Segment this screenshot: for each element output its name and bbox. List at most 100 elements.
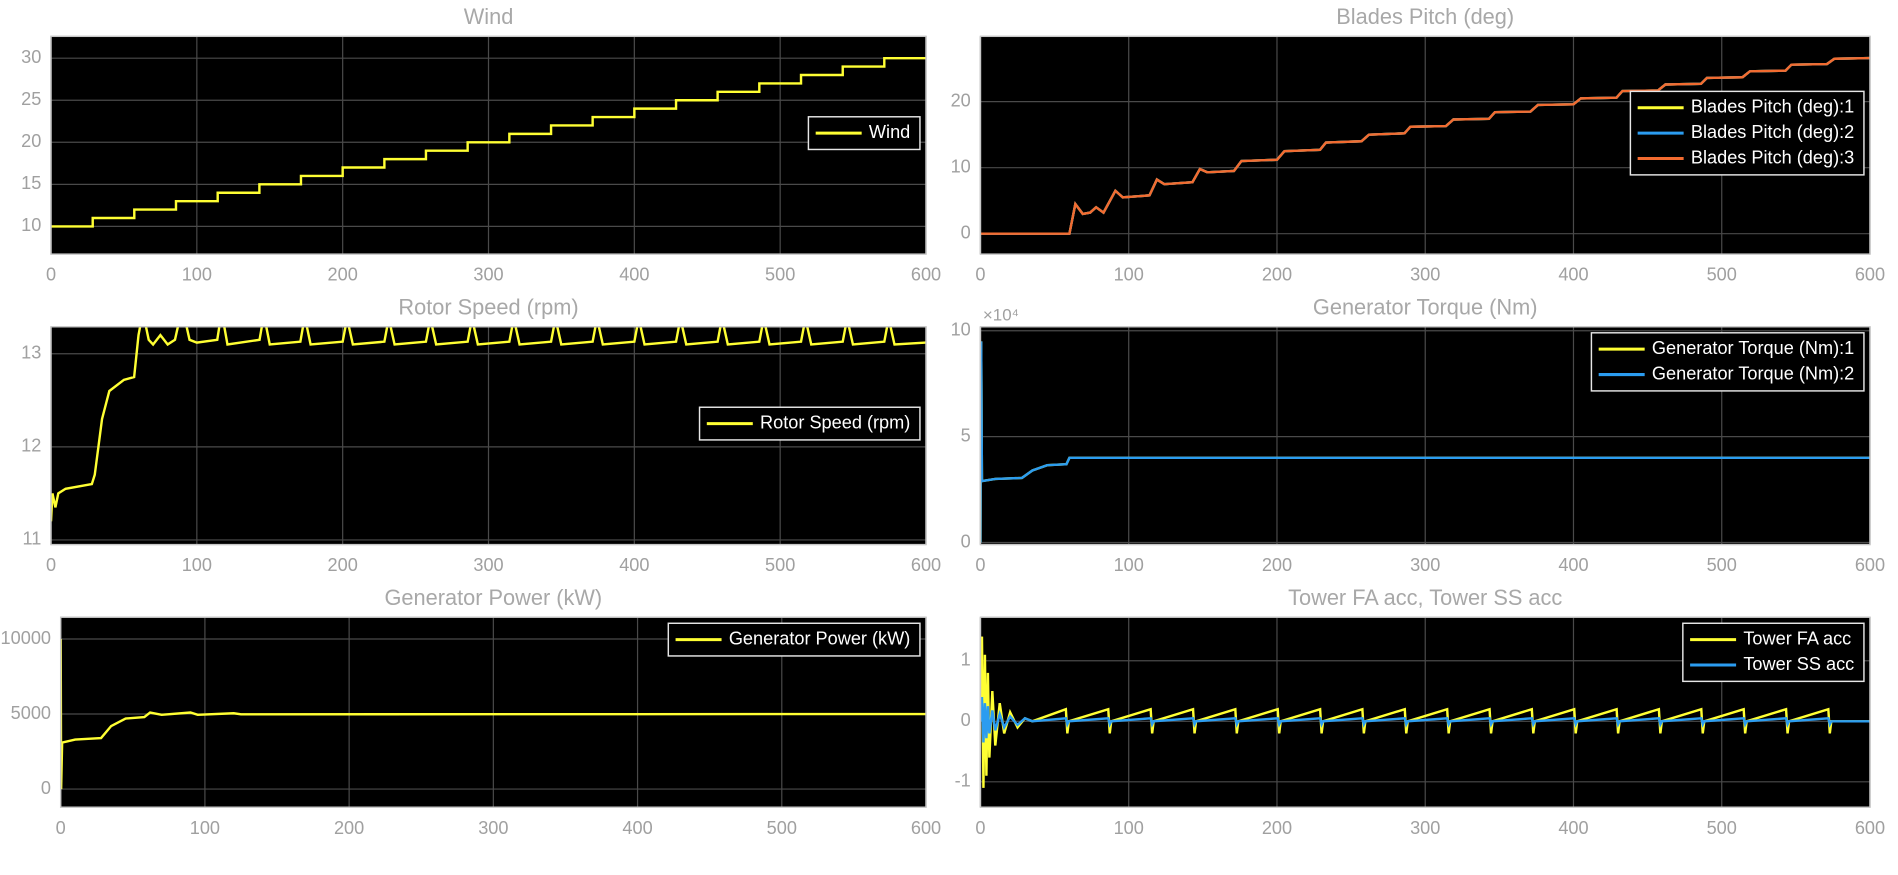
legend-label: Generator Power (kW) [729,628,910,648]
x-tick-label: 100 [1114,265,1144,285]
y-tick-label: 1 [961,650,971,670]
chart-title: Rotor Speed (rpm) [398,294,578,319]
y-tick-label: 20 [951,90,971,110]
x-tick-label: 400 [622,818,652,838]
plot-lines [51,326,927,522]
x-tick-label: 300 [1410,555,1440,575]
plot-border [979,616,1871,808]
chart-title: Generator Torque (Nm) [1313,294,1538,319]
legend-box [1590,332,1865,392]
x-tick-label: 300 [478,818,508,838]
x-tick-label: 400 [1558,555,1588,575]
panel: 0 100 200 300 400 500 600 -1 0 1 Tower FA acc, Tow… [955,585,1885,838]
plot-border [59,616,927,808]
panel: 0 100 200 300 400 500 600 10 15 20 25 30 Wind Wind [21,4,941,285]
x-tick-label: 200 [328,555,358,575]
panel: 0 100 200 300 400 500 600 0 10 20 Blades Pitch (de… [951,4,1886,285]
y-tick-label: 0 [961,531,971,551]
x-tick-label: 500 [765,265,795,285]
x-tick-label: 200 [1262,818,1292,838]
y-tick-label: 0 [961,222,971,242]
y-tick-label: 11 [22,529,41,549]
legend-label: Tower FA acc [1743,628,1851,648]
y-tick-label: 20 [21,131,41,151]
x-tick-label: 0 [46,265,56,285]
y-tick-label: 5 [961,425,971,445]
series-line [60,638,927,790]
legend-label: Tower SS acc [1743,654,1854,674]
x-tick-label: 600 [1855,265,1885,285]
legend: Generator Torque (Nm):1 Generator Torque … [1590,332,1865,392]
legend-label: Wind [869,122,910,142]
x-tick-label: 400 [1558,818,1588,838]
y-tick-label: 5000 [11,703,51,723]
y-tick-label: 10 [951,156,971,176]
chart-title: Generator Power (kW) [384,585,602,610]
x-tick-label: 100 [182,555,212,575]
x-tick-label: 500 [765,555,795,575]
y-tick-label: 0 [41,778,51,798]
y-tick-label: 13 [21,343,41,363]
legend-box [1682,622,1865,683]
y-tick-label: 10 [21,215,41,235]
plot-border [979,326,1871,546]
legend-label: Blades Pitch (deg):3 [1691,147,1854,167]
x-tick-label: 300 [473,555,503,575]
plot-border [979,35,1871,255]
panel: 0 100 200 300 400 500 600 0 5 10 Generator Torque … [951,294,1886,575]
x-tick-label: 100 [1114,555,1144,575]
plot-lines [980,56,1870,235]
y-tick-label: 12 [21,436,41,456]
x-tick-label: 500 [1707,818,1737,838]
y-tick-label: 0 [961,710,971,730]
legend: Blades Pitch (deg):1 Blades Pitch (deg):2… [1629,90,1865,176]
series-line [980,697,1870,743]
legend-label: Generator Torque (Nm):2 [1652,363,1854,383]
legend-label: Generator Torque (Nm):1 [1652,338,1854,358]
x-tick-label: 0 [46,555,56,575]
x-tick-label: 0 [56,818,66,838]
series-line [980,341,1870,543]
x-tick-label: 500 [1707,555,1737,575]
x-tick-label: 100 [190,818,220,838]
x-tick-label: 600 [1855,555,1885,575]
chart-title: Blades Pitch (deg) [1336,4,1514,29]
legend-label: Rotor Speed (rpm) [760,412,910,432]
x-tick-label: 0 [975,555,985,575]
plot-border [50,326,927,546]
legend: Tower FA acc Tower SS acc [1682,622,1865,683]
legend: Generator Power (kW) [667,622,921,657]
y-multiplier: ×10⁴ [983,305,1019,324]
x-tick-label: 200 [1262,555,1292,575]
y-tick-label: 15 [21,173,41,193]
legend-label: Blades Pitch (deg):2 [1691,122,1854,142]
series-line [980,636,1870,788]
plot-lines [60,638,927,790]
x-tick-label: 600 [1855,818,1885,838]
y-tick-label: -1 [955,771,971,791]
x-tick-label: 600 [911,555,941,575]
legend: Rotor Speed (rpm) [698,406,921,441]
x-tick-label: 500 [1707,265,1737,285]
y-tick-label: 10000 [1,628,51,648]
x-tick-label: 300 [473,265,503,285]
panel: 0 100 200 300 400 500 600 11 12 13 Rotor Speed (rp… [21,294,941,575]
series-line [51,56,927,228]
y-tick-label: 30 [21,47,41,67]
x-tick-label: 200 [334,818,364,838]
legend-label: Blades Pitch (deg):1 [1691,97,1854,117]
x-tick-label: 200 [328,265,358,285]
x-tick-label: 300 [1410,265,1440,285]
chart-title: Wind [464,4,514,29]
x-tick-label: 400 [1558,265,1588,285]
x-tick-label: 400 [619,265,649,285]
x-tick-label: 0 [975,818,985,838]
plot-border [50,35,927,255]
series-line [980,56,1870,235]
x-tick-label: 200 [1262,265,1292,285]
panel: 0 100 200 300 400 500 600 0 5000 10000 Generator P… [1,585,942,838]
plot-lines [980,341,1870,543]
legend: Wind [807,116,921,151]
